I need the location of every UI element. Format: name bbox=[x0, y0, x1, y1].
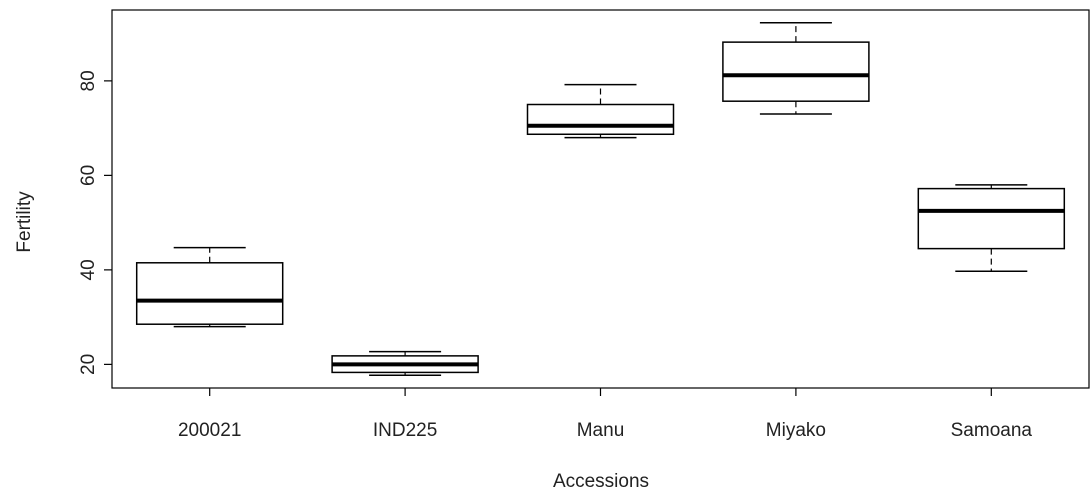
box-iqr bbox=[917, 187, 1066, 250]
box-200021 bbox=[135, 246, 284, 328]
y-tick-label: 40 bbox=[78, 259, 99, 280]
box-iqr bbox=[135, 262, 284, 325]
x-tick-label: Miyako bbox=[766, 420, 826, 441]
box-iqr bbox=[526, 103, 675, 136]
y-tick-label: 80 bbox=[78, 70, 99, 91]
box-Samoana bbox=[917, 184, 1066, 273]
y-tick-label: 20 bbox=[78, 354, 99, 375]
x-axis: 200021 IND225 Manu Miyako Samoana bbox=[178, 388, 1032, 441]
x-tick-label: Manu bbox=[577, 420, 625, 441]
x-tick-label: 200021 bbox=[178, 420, 241, 441]
y-tick-label: 60 bbox=[78, 165, 99, 186]
y-axis: 20 40 60 80 bbox=[78, 70, 112, 375]
box-Miyako bbox=[722, 22, 870, 115]
box-IND225 bbox=[331, 350, 479, 376]
x-tick-label: Samoana bbox=[951, 420, 1033, 441]
boxes bbox=[135, 22, 1066, 376]
y-axis-label: Fertility bbox=[14, 191, 35, 253]
box-Manu bbox=[526, 83, 675, 139]
x-axis-label: Accessions bbox=[553, 471, 649, 491]
box-iqr bbox=[722, 41, 870, 102]
x-tick-label: IND225 bbox=[373, 420, 437, 441]
